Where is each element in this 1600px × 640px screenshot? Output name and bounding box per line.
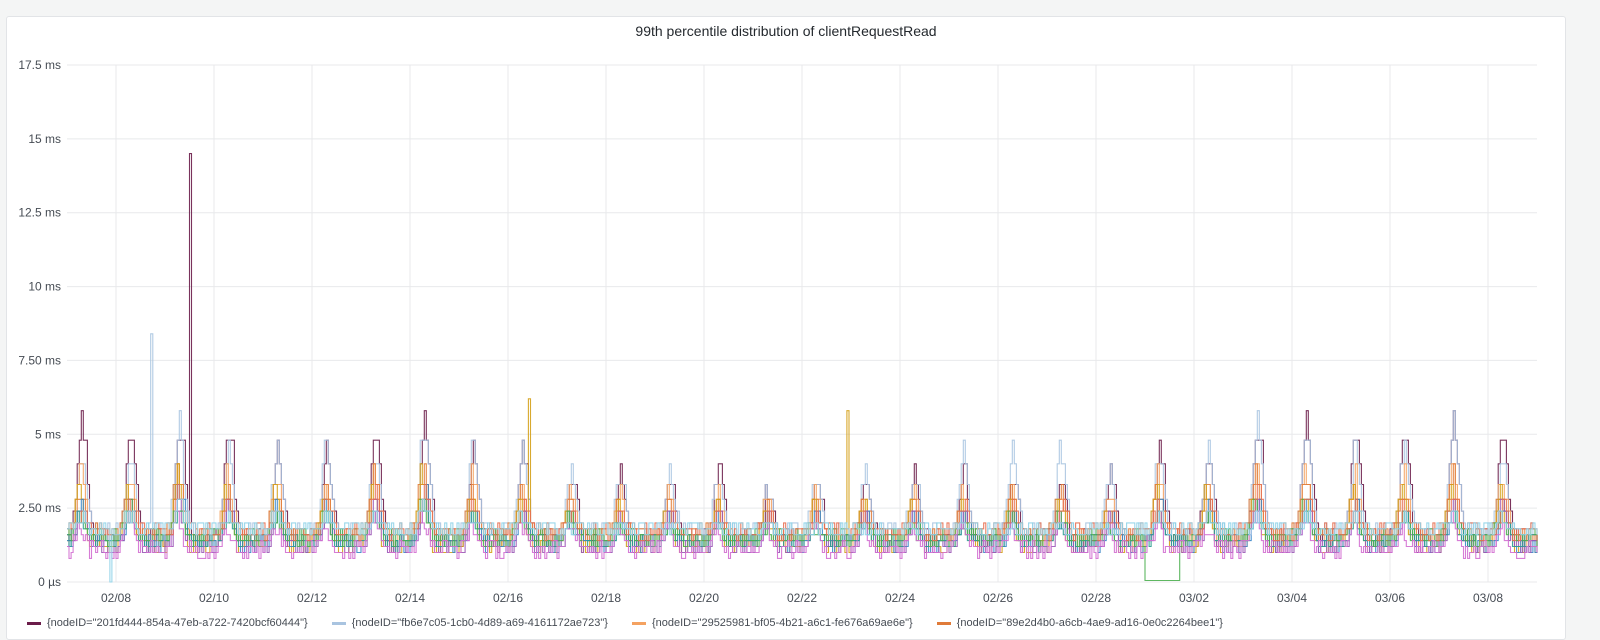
x-tick-label: 02/12	[297, 591, 327, 605]
x-tick-label: 02/26	[983, 591, 1013, 605]
y-tick-label: 5 ms	[35, 427, 61, 441]
legend-swatch	[631, 621, 646, 625]
y-tick-label: 15 ms	[28, 132, 61, 146]
x-tick-label: 03/06	[1375, 591, 1405, 605]
y-tick-label: 12.5 ms	[18, 206, 61, 220]
legend-swatch	[331, 621, 346, 625]
x-tick-label: 02/14	[395, 591, 425, 605]
chart-plot: 0 µs 2.50 ms 5 ms 7.50 ms 10 ms 12.5 ms 15 ms 1…	[18, 58, 1538, 605]
x-tick-label: 02/20	[689, 591, 719, 605]
legend-item[interactable]: {nodeID="29525981-bf05-4b21-a6c1-fe676a6…	[631, 617, 913, 629]
series-line	[67, 483, 1538, 542]
x-tick-label: 03/08	[1473, 591, 1503, 605]
x-axis-ticks: 02/08 02/10 02/12 02/14 02/16 02/18 02/20 02/22…	[101, 591, 1503, 605]
legend-label: {nodeID="29525981-bf05-4b21-a6c1-fe676a6…	[651, 617, 913, 629]
legend: {nodeID="201fd444-854a-47eb-a722-7420bcf…	[27, 617, 1527, 629]
x-tick-label: 02/18	[591, 591, 621, 605]
y-tick-label: 10 ms	[28, 280, 61, 294]
chart-title: 99th percentile distribution of clientRe…	[635, 23, 937, 39]
legend-item[interactable]: {nodeID="89e2d4b0-a6cb-4ae9-ad16-0e0c226…	[936, 617, 1223, 629]
x-tick-label: 02/24	[885, 591, 915, 605]
series-line	[67, 510, 1538, 559]
x-tick-label: 03/02	[1179, 591, 1209, 605]
x-tick-label: 02/16	[493, 591, 523, 605]
series-lines	[67, 153, 1538, 583]
series-line	[67, 498, 1538, 583]
grid-lines	[67, 64, 1537, 583]
y-tick-label: 0 µs	[38, 575, 61, 589]
y-tick-label: 17.5 ms	[18, 58, 61, 72]
x-tick-label: 02/22	[787, 591, 817, 605]
legend-label: {nodeID="fb6e7c05-1cb0-4d89-a69-4161172a…	[351, 617, 608, 629]
chart-panel: 99th percentile distribution of clientRe…	[6, 16, 1566, 640]
legend-label: {nodeID="201fd444-854a-47eb-a722-7420bcf…	[47, 617, 308, 629]
x-tick-label: 02/28	[1081, 591, 1111, 605]
legend-swatch	[27, 621, 41, 625]
y-tick-label: 2.50 ms	[18, 501, 61, 515]
x-tick-label: 02/10	[199, 591, 229, 605]
y-tick-label: 7.50 ms	[18, 353, 61, 367]
legend-swatch	[936, 621, 951, 625]
legend-item[interactable]: {nodeID="201fd444-854a-47eb-a722-7420bcf…	[27, 617, 308, 629]
x-tick-label: 02/08	[101, 591, 131, 605]
x-tick-label: 03/04	[1277, 591, 1307, 605]
legend-item[interactable]: {nodeID="fb6e7c05-1cb0-4d89-a69-4161172a…	[331, 617, 608, 629]
y-axis-ticks: 0 µs 2.50 ms 5 ms 7.50 ms 10 ms 12.5 ms 15 ms 1…	[18, 58, 61, 589]
legend-label: {nodeID="89e2d4b0-a6cb-4ae9-ad16-0e0c226…	[956, 617, 1223, 629]
